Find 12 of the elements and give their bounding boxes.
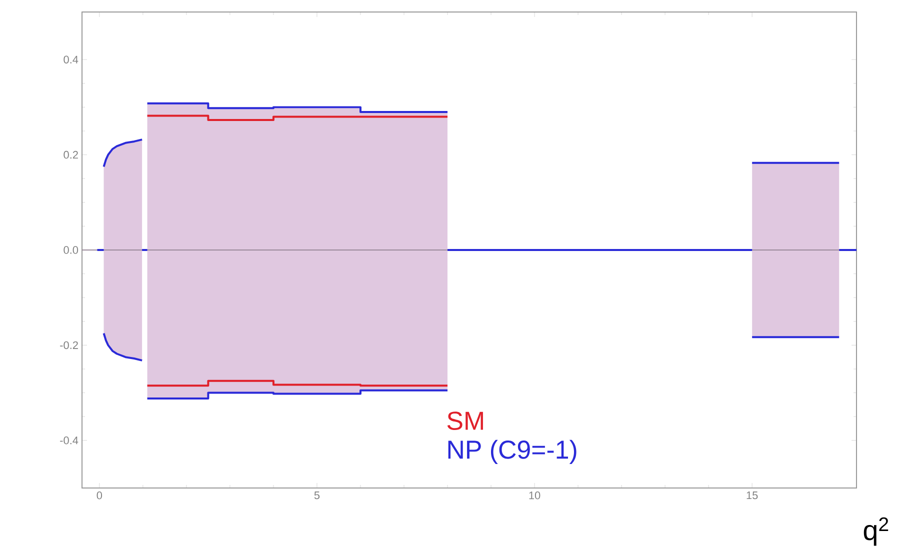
x-axis-title: q$^{2}$ [864,517,888,546]
x-tick-label: 5 [314,492,320,500]
y-tick-label: 0.4 [64,56,78,64]
text: NP (C9=-1) [448,440,576,464]
text: SM [447,412,483,430]
x-tick-label: 15 [746,492,758,500]
y-tick-label: 0.2 [64,150,78,159]
y-tick-label: 0.0 [64,246,78,254]
x-tick-label: 0 [96,492,102,500]
y-tick-label: -0.4 [60,436,78,444]
y-tick-label: -0.2 [60,341,78,350]
x-tick-label: 10 [529,492,540,500]
